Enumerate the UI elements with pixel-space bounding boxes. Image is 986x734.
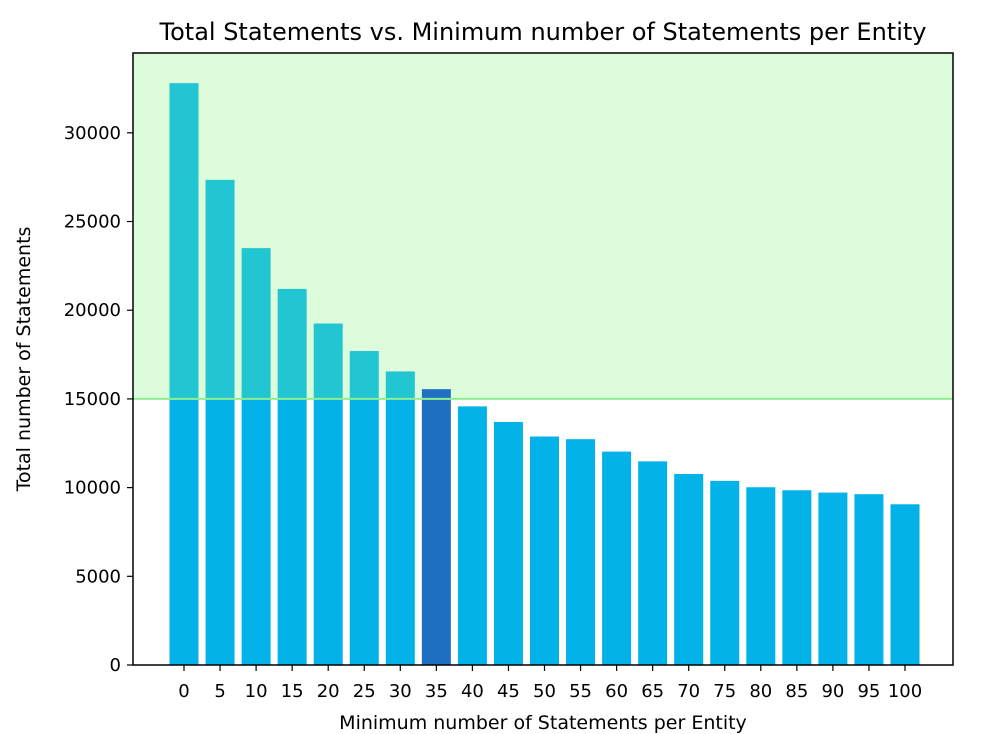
bar-70 xyxy=(674,473,704,665)
bar-55 xyxy=(566,439,596,665)
bar-75 xyxy=(710,480,740,665)
x-tick-label: 70 xyxy=(677,681,700,702)
chart-title: Total Statements vs. Minimum number of S… xyxy=(159,18,927,46)
y-axis-label: Total number of Statements xyxy=(13,227,35,493)
x-tick-label: 85 xyxy=(785,681,808,702)
bar-10-above-threshold xyxy=(241,248,271,399)
bar-100 xyxy=(890,504,920,665)
bar-50 xyxy=(530,436,559,665)
bar-25-above-threshold xyxy=(349,351,379,399)
x-tick-label: 95 xyxy=(857,681,880,702)
x-tick-label: 10 xyxy=(245,681,268,702)
bar-15-above-threshold xyxy=(277,288,307,399)
x-tick-label: 5 xyxy=(214,681,225,702)
bar-30 xyxy=(385,398,415,665)
x-tick-label: 55 xyxy=(569,681,592,702)
bar-90 xyxy=(818,492,848,665)
y-tick-label: 5000 xyxy=(75,566,121,587)
x-axis-label: Minimum number of Statements per Entity xyxy=(339,712,747,734)
x-tick-label: 25 xyxy=(353,681,376,702)
x-ticks-group: 0 5 10 15 20 25 30 35 40 45 50 55 60 65 70 75 80 85 90 95 10… xyxy=(178,665,922,702)
y-tick-label: 30000 xyxy=(64,123,121,144)
y-ticks-group: 0 5000 10000 15000 20000 25000 30000 xyxy=(64,123,133,676)
x-tick-label: 60 xyxy=(605,681,628,702)
bar-35 xyxy=(421,389,451,665)
bar-20-above-threshold xyxy=(313,323,343,399)
x-tick-label: 90 xyxy=(821,681,844,702)
bar-30-above-threshold xyxy=(385,371,415,399)
y-tick-label: 20000 xyxy=(64,300,121,321)
bar-10 xyxy=(241,398,271,665)
x-tick-label: 75 xyxy=(713,681,736,702)
bar-25 xyxy=(349,398,379,665)
bar-45 xyxy=(493,421,523,665)
y-tick-label: 0 xyxy=(110,655,121,676)
bar-20 xyxy=(313,398,343,665)
bar-0 xyxy=(169,398,199,665)
x-tick-label: 40 xyxy=(461,681,484,702)
y-tick-label: 10000 xyxy=(64,478,121,499)
x-tick-label: 65 xyxy=(641,681,664,702)
bar-80 xyxy=(746,487,776,665)
x-tick-label: 50 xyxy=(533,681,556,702)
x-tick-label: 35 xyxy=(425,681,448,702)
bar-0-above-threshold xyxy=(169,83,199,399)
bar-65 xyxy=(638,461,668,665)
plot-frame xyxy=(132,52,954,666)
x-tick-label: 15 xyxy=(281,681,304,702)
bar-60 xyxy=(602,451,632,665)
x-tick-label: 80 xyxy=(749,681,772,702)
x-tick-label: 45 xyxy=(497,681,520,702)
bar-5-above-threshold xyxy=(205,179,235,399)
bar-15 xyxy=(277,398,307,665)
axes-group xyxy=(132,52,954,666)
x-tick-label: 20 xyxy=(317,681,340,702)
bar-95 xyxy=(854,494,884,665)
x-tick-label: 0 xyxy=(178,681,189,702)
bar-5 xyxy=(205,398,235,665)
x-tick-label: 30 xyxy=(389,681,412,702)
bar-85 xyxy=(782,490,812,665)
bar-40 xyxy=(457,406,487,665)
y-tick-label: 25000 xyxy=(64,212,121,233)
y-tick-label: 15000 xyxy=(64,389,121,410)
x-tick-label: 100 xyxy=(888,681,922,702)
bars-group xyxy=(169,83,920,665)
